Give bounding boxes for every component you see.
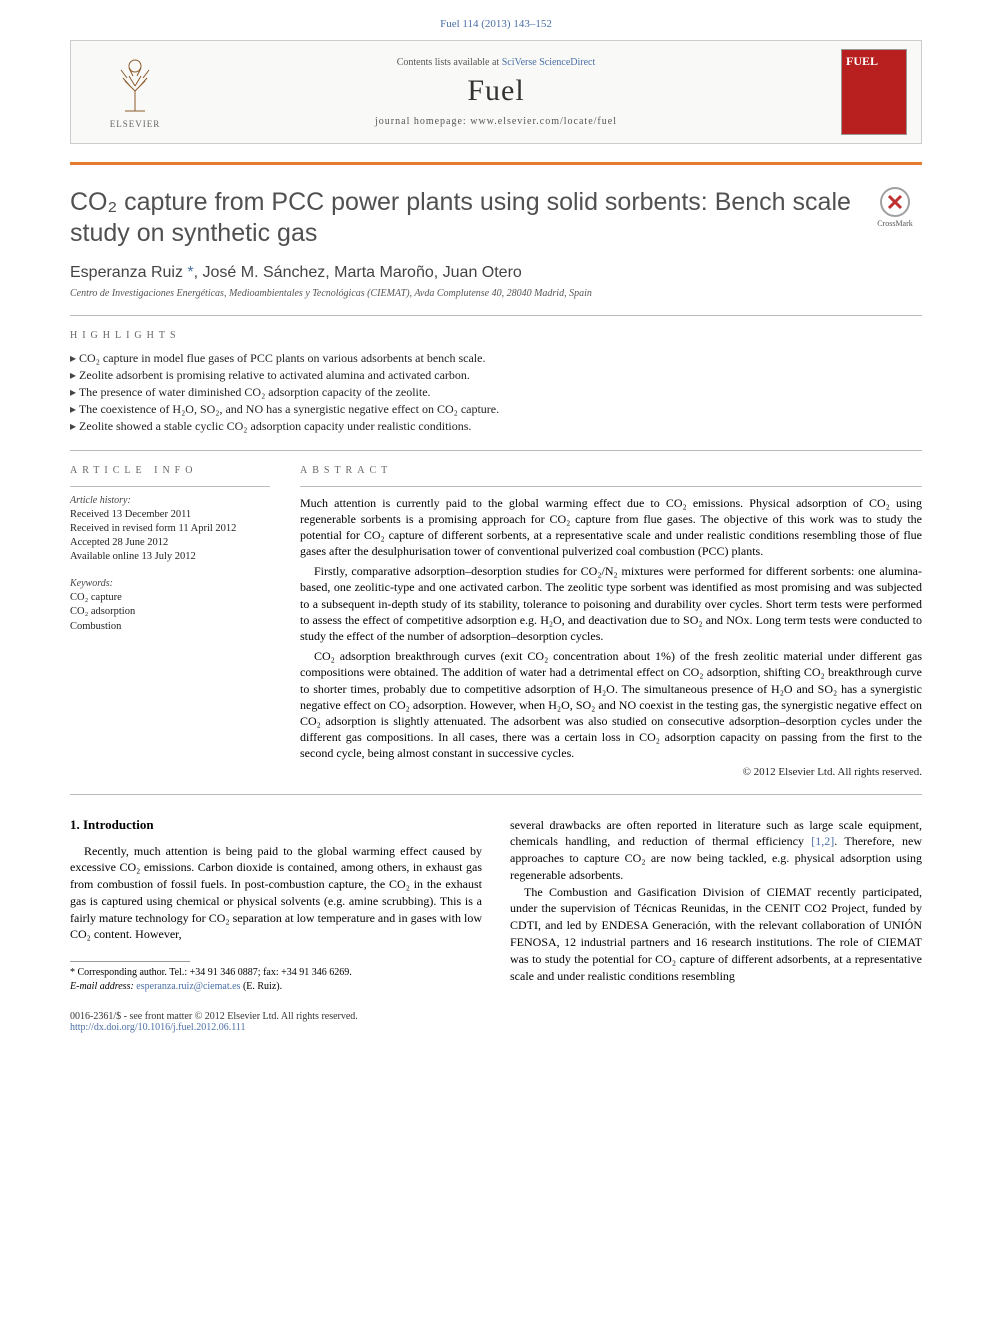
abstract-para: Much attention is currently paid to the … xyxy=(300,495,922,560)
history-heading: Article history: xyxy=(70,495,270,506)
elsevier-tree-icon xyxy=(104,55,166,117)
journal-cover-thumb: FUEL xyxy=(841,49,907,135)
keyword: Combustion xyxy=(70,620,270,634)
divider xyxy=(70,315,922,316)
publisher-name: ELSEVIER xyxy=(110,119,161,129)
journal-banner: ELSEVIER Contents lists available at Sci… xyxy=(70,40,922,144)
journal-homepage-line: journal homepage: www.elsevier.com/locat… xyxy=(185,116,807,127)
keyword: CO₂ adsorption xyxy=(70,605,270,619)
body-para: Recently, much attention is being paid t… xyxy=(70,843,482,944)
cover-title: FUEL xyxy=(846,54,902,69)
history-line: Received in revised form 11 April 2012 xyxy=(70,522,270,536)
footer-copyright: 0016-2361/$ - see front matter © 2012 El… xyxy=(70,1011,922,1022)
author-name[interactable]: Marta Maroño xyxy=(334,264,434,281)
body-para: The Combustion and Gasification Division… xyxy=(510,884,922,985)
history-line: Accepted 28 June 2012 xyxy=(70,536,270,550)
email-person: (E. Ruiz). xyxy=(240,981,282,992)
highlight-item: Zeolite showed a stable cyclic CO₂ adsor… xyxy=(70,419,922,434)
page-footer: 0016-2361/$ - see front matter © 2012 El… xyxy=(70,1011,922,1033)
abstract-text: Much attention is currently paid to the … xyxy=(300,495,922,778)
divider xyxy=(300,486,922,487)
crossmark-label: CrossMark xyxy=(877,219,913,228)
highlight-item: The coexistence of H₂O, SO₂, and NO has … xyxy=(70,402,922,417)
email-label: E-mail address: xyxy=(70,981,136,992)
corresponding-footnote: * Corresponding author. Tel.: +34 91 346… xyxy=(70,966,482,993)
section-heading: 1. Introduction xyxy=(70,817,482,833)
footnote-rule xyxy=(70,961,190,962)
keyword: CO₂ capture xyxy=(70,591,270,605)
highlights-label: HIGHLIGHTS xyxy=(70,330,922,341)
contents-prefix: Contents lists available at xyxy=(397,57,502,68)
highlight-item: CO₂ capture in model flue gases of PCC p… xyxy=(70,351,922,366)
affiliation: Centro de Investigaciones Energéticas, M… xyxy=(70,288,922,299)
page-header-reference: Fuel 114 (2013) 143–152 xyxy=(0,0,992,40)
divider xyxy=(70,486,270,487)
author-name[interactable]: José M. Sánchez xyxy=(203,264,326,281)
sciencedirect-link[interactable]: SciVerse ScienceDirect xyxy=(502,57,596,68)
paper-title: CO₂ capture from PCC power plants using … xyxy=(70,187,860,250)
publisher-logo-block: ELSEVIER xyxy=(85,55,185,129)
highlights-list: CO₂ capture in model flue gases of PCC p… xyxy=(70,351,922,434)
history-line: Received 13 December 2011 xyxy=(70,508,270,522)
footnote-email-line: E-mail address: esperanza.ruiz@ciemat.es… xyxy=(70,980,482,994)
corresponding-marker[interactable]: * xyxy=(187,264,193,281)
journal-name: Fuel xyxy=(185,74,807,108)
history-line: Available online 13 July 2012 xyxy=(70,550,270,564)
abstract-copyright: © 2012 Elsevier Ltd. All rights reserved… xyxy=(300,766,922,778)
article-info-label: ARTICLE INFO xyxy=(70,465,270,476)
abstract-para: CO₂ adsorption breakthrough curves (exit… xyxy=(300,648,922,761)
orange-divider xyxy=(70,162,922,165)
homepage-url[interactable]: www.elsevier.com/locate/fuel xyxy=(470,116,617,127)
crossmark-icon xyxy=(880,187,910,217)
highlight-item: Zeolite adsorbent is promising relative … xyxy=(70,368,922,383)
highlight-item: The presence of water diminished CO₂ ads… xyxy=(70,385,922,400)
homepage-prefix: journal homepage: xyxy=(375,116,470,127)
keywords-heading: Keywords: xyxy=(70,578,270,589)
crossmark-badge[interactable]: CrossMark xyxy=(868,187,922,228)
abstract-label: ABSTRACT xyxy=(300,465,922,476)
author-name[interactable]: Esperanza Ruiz xyxy=(70,264,183,281)
body-para: several drawbacks are often reported in … xyxy=(510,817,922,884)
footnote-line: * Corresponding author. Tel.: +34 91 346… xyxy=(70,966,482,980)
divider xyxy=(70,450,922,451)
author-name[interactable]: Juan Otero xyxy=(443,264,522,281)
citation-link[interactable]: [1,2] xyxy=(811,834,834,848)
email-link[interactable]: esperanza.ruiz@ciemat.es xyxy=(136,981,240,992)
divider xyxy=(70,794,922,795)
doi-link[interactable]: http://dx.doi.org/10.1016/j.fuel.2012.06… xyxy=(70,1022,245,1033)
authors-line: Esperanza Ruiz *, José M. Sánchez, Marta… xyxy=(70,264,922,282)
abstract-para: Firstly, comparative adsorption–desorpti… xyxy=(300,563,922,644)
contents-available-line: Contents lists available at SciVerse Sci… xyxy=(185,57,807,68)
